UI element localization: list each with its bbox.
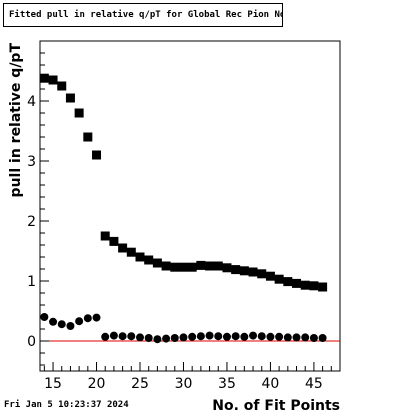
data-point-circle bbox=[188, 332, 197, 341]
data-point-square bbox=[135, 252, 145, 262]
data-point-square bbox=[74, 108, 84, 118]
data-point-circle bbox=[127, 332, 136, 341]
data-point-circle bbox=[249, 331, 258, 340]
data-point-square bbox=[48, 75, 58, 85]
data-point-circle bbox=[118, 332, 127, 341]
data-point-circle bbox=[83, 314, 92, 323]
y-tick-label: 0 bbox=[27, 334, 36, 350]
data-point-circle bbox=[101, 332, 110, 341]
data-point-circle bbox=[57, 320, 66, 329]
data-point-square bbox=[300, 280, 310, 290]
data-point-square bbox=[170, 262, 180, 272]
data-point-circle bbox=[292, 333, 301, 342]
data-point-square bbox=[248, 267, 258, 277]
data-point-square bbox=[39, 73, 49, 83]
data-point-square bbox=[292, 278, 302, 288]
data-point-circle bbox=[92, 313, 101, 322]
x-tick-label: 20 bbox=[88, 376, 106, 392]
footer-date: Fri Jan 5 10:23:37 2024 bbox=[4, 400, 129, 410]
data-point-square bbox=[257, 269, 267, 279]
data-point-circle bbox=[179, 333, 188, 342]
data-point-square bbox=[144, 255, 154, 265]
data-point-circle bbox=[66, 322, 75, 330]
data-point-square bbox=[152, 258, 162, 268]
data-point-square bbox=[187, 262, 197, 272]
x-tick-label: 40 bbox=[262, 376, 280, 392]
data-point-circle bbox=[136, 333, 144, 342]
data-point-square bbox=[83, 132, 93, 142]
x-tick-label: 30 bbox=[175, 376, 193, 392]
data-point-circle bbox=[153, 335, 162, 344]
data-point-circle bbox=[231, 332, 240, 341]
y-tick-label: 4 bbox=[27, 94, 36, 110]
data-point-square bbox=[205, 261, 215, 271]
data-point-circle bbox=[301, 333, 310, 342]
data-point-circle bbox=[309, 334, 318, 342]
data-point-square bbox=[318, 282, 328, 292]
data-point-square bbox=[213, 261, 223, 271]
data-point-circle bbox=[275, 332, 284, 341]
data-point-square bbox=[222, 263, 232, 273]
data-point-circle bbox=[162, 334, 171, 343]
data-point-square bbox=[283, 277, 293, 287]
y-tick-label: 2 bbox=[27, 214, 36, 230]
data-point-square bbox=[126, 247, 136, 257]
data-point-square bbox=[118, 243, 128, 253]
x-tick-label: 45 bbox=[305, 376, 323, 392]
plot-frame bbox=[39, 40, 341, 372]
data-point-circle bbox=[40, 313, 49, 321]
x-tick-label: 35 bbox=[218, 376, 236, 392]
data-point-circle bbox=[109, 331, 118, 340]
data-point-circle bbox=[283, 333, 292, 342]
y-axis-label: pull in relative q/pT bbox=[8, 43, 24, 198]
y-tick-label: 1 bbox=[27, 274, 36, 290]
data-point-circle bbox=[214, 332, 223, 341]
data-point-square bbox=[92, 150, 102, 160]
data-point-square bbox=[178, 262, 188, 272]
data-point-circle bbox=[205, 331, 214, 340]
data-point-circle bbox=[144, 334, 153, 342]
data-point-circle bbox=[75, 317, 84, 326]
chart-title: Fitted pull in relative q/pT for Global … bbox=[3, 3, 283, 27]
data-point-circle bbox=[170, 334, 179, 342]
data-point-circle bbox=[266, 332, 275, 341]
x-tick-label: 15 bbox=[44, 376, 62, 392]
x-tick-label: 25 bbox=[131, 376, 149, 392]
x-axis-label: No. of Fit Points bbox=[212, 398, 340, 414]
data-point-square bbox=[309, 281, 319, 291]
data-point-square bbox=[265, 271, 275, 281]
data-point-square bbox=[100, 231, 110, 241]
data-point-square bbox=[65, 93, 75, 103]
data-point-circle bbox=[49, 317, 58, 326]
data-point-square bbox=[57, 81, 67, 91]
data-point-square bbox=[274, 274, 284, 284]
data-point-square bbox=[109, 236, 119, 246]
data-point-circle bbox=[196, 332, 205, 341]
data-point-circle bbox=[222, 332, 231, 341]
y-tick-label: 3 bbox=[27, 154, 36, 170]
data-point-square bbox=[196, 260, 206, 270]
data-point-circle bbox=[318, 334, 327, 342]
data-point-circle bbox=[257, 332, 266, 341]
data-point-square bbox=[231, 265, 241, 275]
data-point-circle bbox=[240, 332, 249, 341]
data-point-square bbox=[161, 261, 171, 271]
data-point-square bbox=[239, 266, 249, 276]
